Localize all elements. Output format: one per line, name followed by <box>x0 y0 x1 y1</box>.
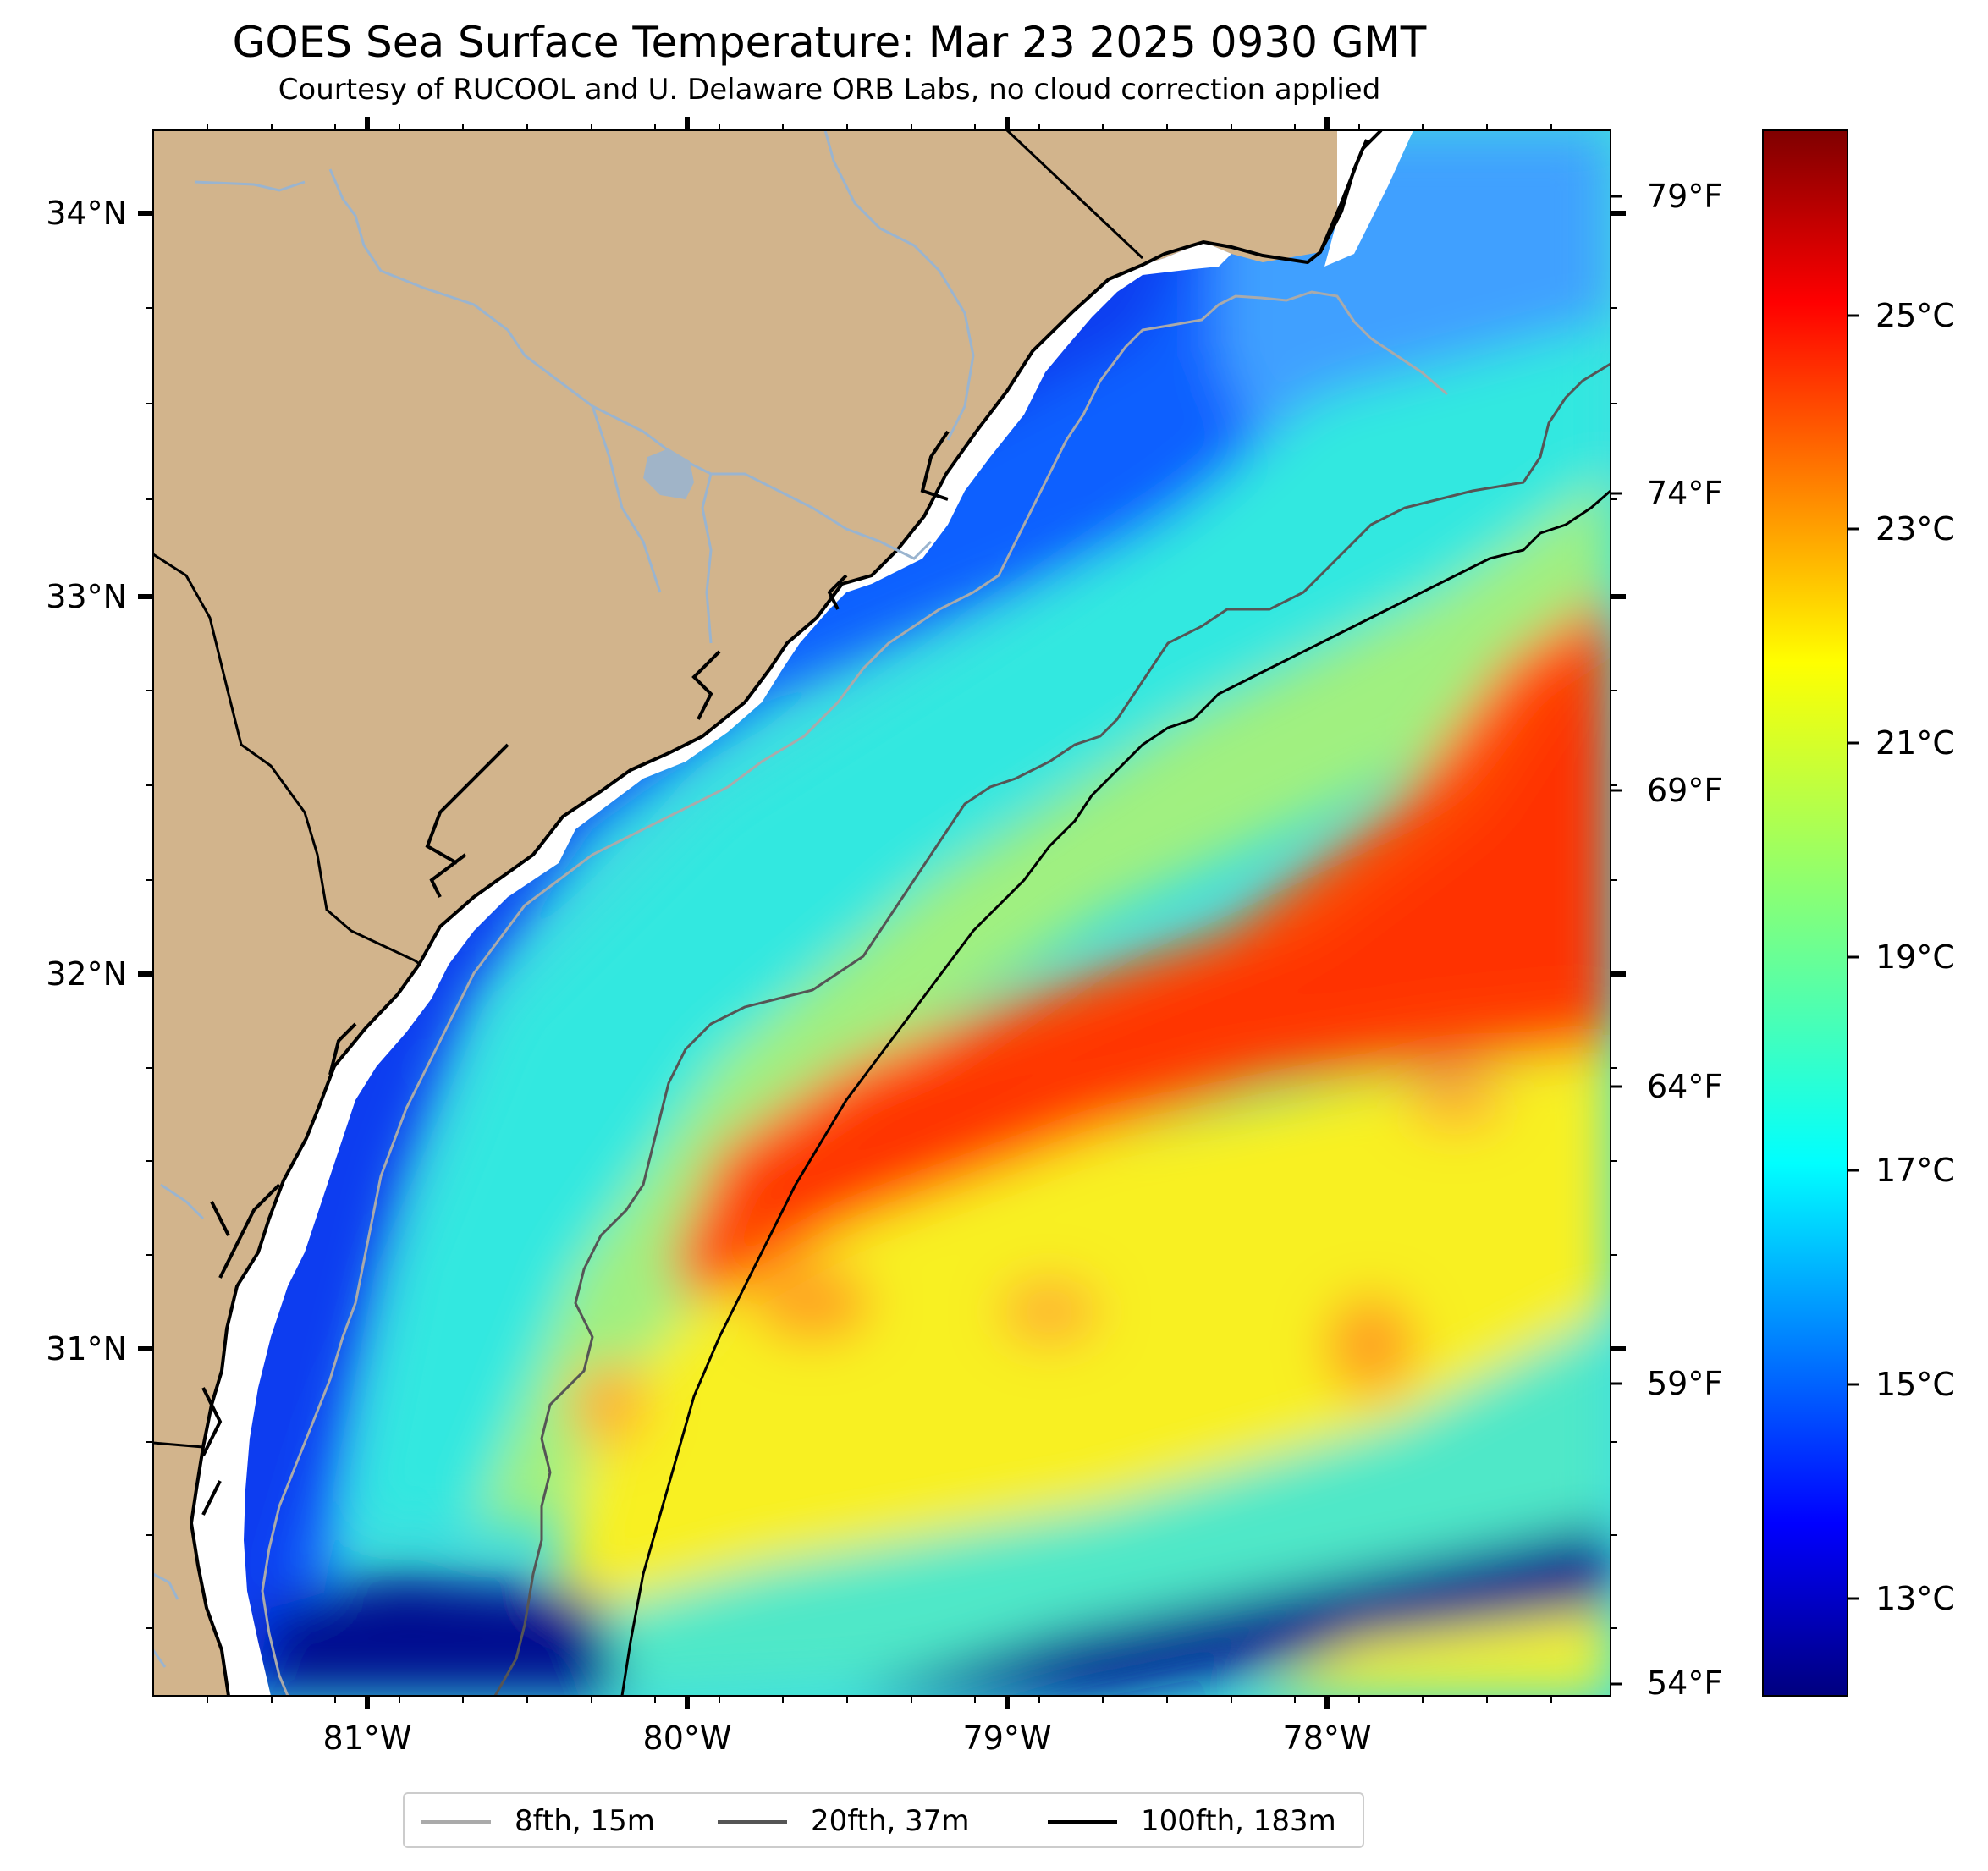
fahrenheit-label-79: 79°F <box>1647 178 1723 215</box>
isobath-20fth <box>493 362 1611 1696</box>
lon-label-81w: 81°W <box>322 1720 412 1757</box>
isobath-8fth <box>261 290 1448 1696</box>
fahrenheit-ticks <box>1611 195 1622 1686</box>
legend-label-8fth: 8fth, 15m <box>515 1804 655 1838</box>
sst-field <box>153 130 1611 1696</box>
lat-label-34n: 34°N <box>46 195 127 232</box>
map-title: GOES Sea Surface Temperature: Mar 23 202… <box>232 18 1427 67</box>
fahrenheit-label-74: 74°F <box>1647 475 1723 512</box>
map-subtitle: Courtesy of RUCOOL and U. Delaware ORB L… <box>278 73 1381 107</box>
land-mass <box>153 130 1381 1696</box>
state-boundary <box>153 130 1144 1449</box>
coastline <box>189 130 1383 1696</box>
colorbar <box>1762 129 1848 1697</box>
legend-line-100fth <box>1048 1820 1117 1824</box>
legend-line-20fth <box>718 1820 787 1824</box>
rivers <box>153 130 975 1668</box>
legend-label-100fth: 100fth, 183m <box>1141 1804 1336 1838</box>
colorbar-label-23c: 23°C <box>1875 510 1955 548</box>
colorbar-label-15c: 15°C <box>1875 1366 1955 1403</box>
fahrenheit-label-69: 69°F <box>1647 772 1723 809</box>
legend-label-20fth: 20fth, 37m <box>811 1804 970 1838</box>
fahrenheit-label-64: 64°F <box>1647 1068 1723 1105</box>
lat-label-31n: 31°N <box>46 1330 127 1367</box>
lon-label-79w: 79°W <box>962 1720 1052 1757</box>
map-frame <box>152 129 1611 1697</box>
colorbar-label-25c: 25°C <box>1875 297 1955 334</box>
fahrenheit-label-59: 59°F <box>1647 1365 1723 1402</box>
lon-label-80w: 80°W <box>642 1720 732 1757</box>
lat-label-33n: 33°N <box>46 578 127 615</box>
colorbar-ticks <box>1848 314 1859 1600</box>
fahrenheit-label-54: 54°F <box>1647 1665 1723 1702</box>
isobath-100fth <box>620 489 1611 1696</box>
lon-label-78w: 78°W <box>1282 1720 1372 1757</box>
legend-line-8fth <box>421 1820 491 1824</box>
colorbar-label-17c: 17°C <box>1875 1152 1955 1189</box>
colorbar-label-21c: 21°C <box>1875 724 1955 762</box>
colorbar-label-19c: 19°C <box>1875 938 1955 976</box>
lat-label-32n: 32°N <box>46 955 127 993</box>
lat-ticks <box>138 211 1626 1629</box>
lon-ticks <box>207 117 1552 1709</box>
colorbar-label-13c: 13°C <box>1875 1580 1955 1617</box>
isobath-legend: 8fth, 15m 20fth, 37m 100fth, 183m <box>403 1792 1364 1848</box>
